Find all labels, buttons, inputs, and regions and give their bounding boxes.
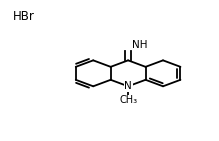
Text: NH: NH (132, 40, 148, 50)
Text: N: N (124, 81, 132, 91)
Text: HBr: HBr (13, 10, 35, 23)
Text: CH₃: CH₃ (119, 95, 137, 105)
